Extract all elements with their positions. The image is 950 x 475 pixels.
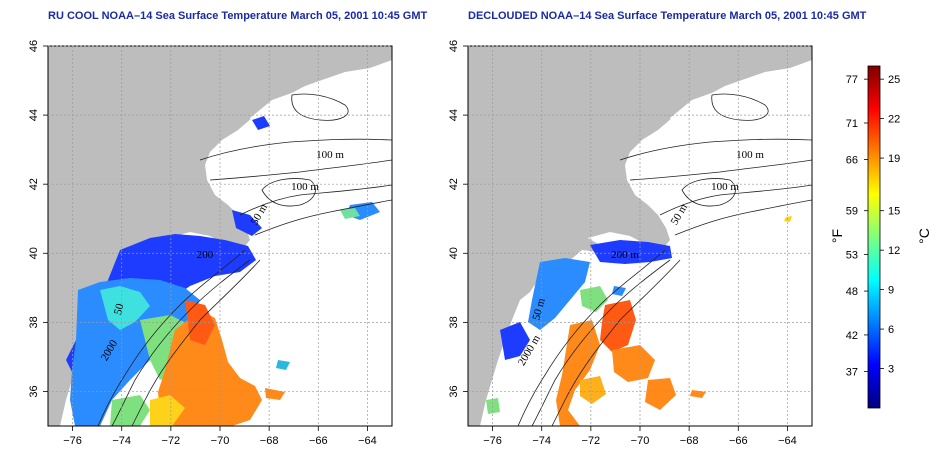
left-map-content [48,46,392,426]
right-map-content [468,46,812,426]
lat-tick-label: 44 [28,109,40,121]
lat-tick-label: 36 [448,385,460,397]
colorbar-c-label: 25 [888,74,900,86]
colorbar-gradient [867,65,881,409]
lon-tick-label: −64 [778,435,797,447]
contour-label: 50 m [249,201,271,227]
lon-tick-label: −64 [358,435,377,447]
contour-label: 100 m [316,149,344,161]
lon-tick-label: −68 [680,435,699,447]
colorbar-f-label: 48 [846,286,858,298]
colorbar-c-label: 22 [888,114,900,126]
contour-label: 2000 m [516,333,543,368]
lon-tick-label: −68 [260,435,279,447]
axis-ticks: −76 −74 −72 −70 −68 −66 −64 36 38 40 42 44 46 −76 −74 −… [28,40,797,447]
colorbar-f-label: 37 [846,366,858,378]
contour-label: 100 m [736,149,764,161]
colorbar-c-label: 6 [888,324,894,336]
left-map-frame [47,45,393,427]
contour-label: 50 m [530,296,547,321]
lon-tick-label: −74 [112,435,131,447]
lon-tick-label: −76 [63,435,82,447]
right-map-frame [467,45,813,427]
celsius-label: °C [915,228,932,244]
colorbar-f-label: 42 [846,330,858,342]
lat-tick-label: 46 [448,40,460,52]
contour-label: 100 m [291,181,319,193]
land-mass [48,46,392,426]
lat-tick-label: 40 [448,247,460,259]
colorbar-f-label: 66 [846,155,858,167]
contour-label: 2000 [99,338,121,363]
lon-tick-label: −74 [532,435,551,447]
lat-tick-label: 38 [448,316,460,328]
contour-labels: 100 m 100 m 50 m 200 50 2000 100 m 100 m 50 m 200… [99,149,765,368]
lat-tick-label: 44 [448,109,460,121]
colorbar-f-label: 71 [846,118,858,130]
colorbar-f-label: 77 [846,74,858,86]
bay-water [168,232,225,250]
colorbar-f-label: 59 [846,206,858,218]
contour-label: 50 m [669,201,691,227]
contour-label: 50 [112,302,127,316]
lon-tick-label: −70 [631,435,650,447]
contour-label: 100 m [711,181,739,193]
lon-tick-label: −76 [483,435,502,447]
lat-tick-label: 42 [28,178,40,190]
lat-tick-label: 36 [28,385,40,397]
right-panel-title: DECLOUDED NOAA–14 Sea Surface Temperatur… [468,10,867,22]
contour-label: 200 m [611,249,639,261]
bathymetry-contours [97,93,392,426]
gridlines [48,45,812,426]
lat-tick-label: 40 [28,247,40,259]
lat-tick-label: 38 [28,316,40,328]
colorbar-f-label: 53 [846,250,858,262]
left-panel-title: RU COOL NOAA–14 Sea Surface Temperature … [48,10,428,22]
lon-tick-label: −66 [309,435,328,447]
colorbar-c-label: 12 [888,245,900,257]
lat-tick-label: 42 [448,178,460,190]
colorbar-c-label: 19 [888,153,900,165]
colorbar-c-label: 3 [888,364,894,376]
lon-tick-label: −66 [729,435,748,447]
gulf-water [250,80,350,132]
lon-tick-label: −72 [162,435,181,447]
colorbar-ticks: 77 71 66 59 53 48 42 37 25 22 19 15 12 9 6 3 [846,74,901,378]
contour-label: 200 [197,249,214,261]
lon-tick-label: −72 [582,435,601,447]
fahrenheit-label: °F [829,228,846,244]
lon-tick-label: −70 [211,435,230,447]
colorbar-c-label: 15 [888,206,900,218]
lat-tick-label: 46 [28,40,40,52]
colorbar-c-label: 9 [888,285,894,297]
